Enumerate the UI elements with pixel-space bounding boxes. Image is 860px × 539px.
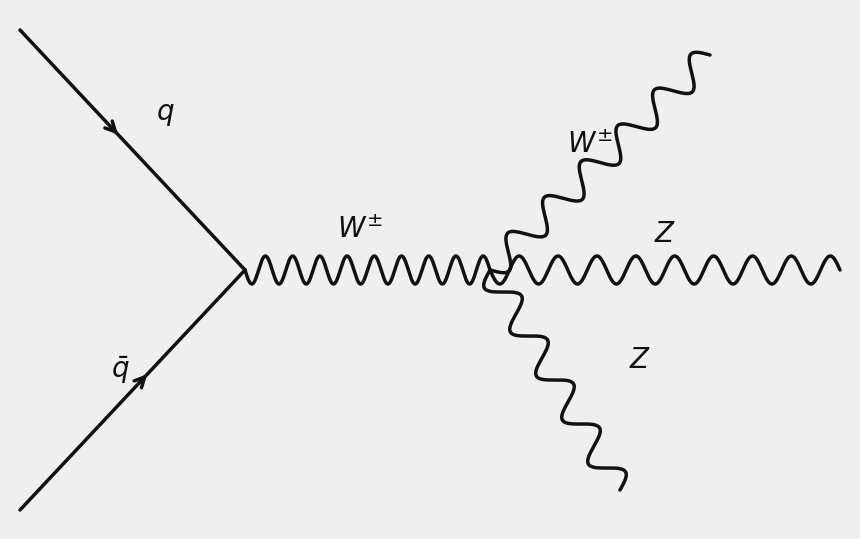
Text: $W^{\pm}$: $W^{\pm}$ (567, 131, 613, 159)
Text: $Z$: $Z$ (654, 222, 676, 248)
Text: $Z$: $Z$ (629, 347, 651, 374)
Text: $q$: $q$ (156, 101, 175, 128)
Text: $\bar{q}$: $\bar{q}$ (111, 354, 129, 386)
Text: $W^{\pm}$: $W^{\pm}$ (337, 216, 383, 244)
